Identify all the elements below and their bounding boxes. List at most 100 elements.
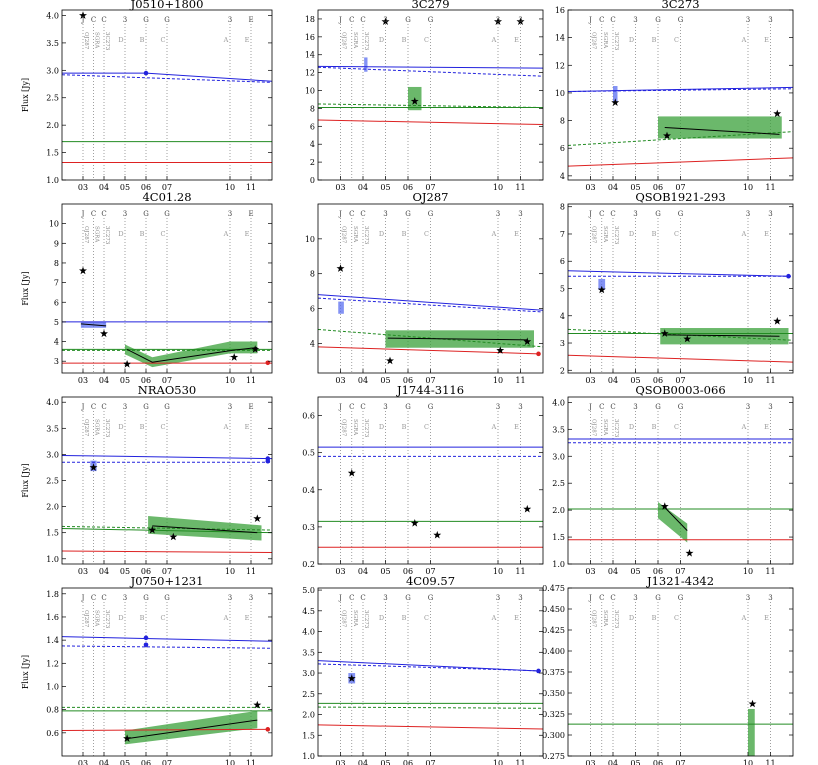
epoch-letter: E: [245, 423, 250, 431]
x-tick-label: 03: [335, 183, 345, 192]
epoch-letter: C: [674, 36, 679, 44]
star-marker: [773, 317, 782, 325]
y-tick-label: 2.5: [552, 479, 565, 488]
y-tick-label: 2.0: [46, 503, 59, 512]
epoch-top-label: J: [588, 210, 592, 218]
error-box: [613, 86, 618, 103]
epoch-top-label: C: [101, 210, 106, 218]
epoch-letter: E: [245, 614, 250, 622]
plot-area: [568, 218, 793, 373]
epoch-letter: A: [741, 36, 747, 44]
epoch-top-label: C: [349, 403, 354, 411]
epoch-top-label: G: [405, 403, 411, 411]
panel-frame: [61, 9, 273, 181]
epoch-top-label: 3: [768, 210, 772, 218]
epoch-top-label: J: [81, 210, 85, 218]
panel-title: J1321-4342: [646, 574, 714, 588]
y-tick-label: 16: [305, 33, 315, 42]
model-line-red: [568, 157, 793, 167]
model-line-red: [318, 119, 543, 126]
y-tick-label: 2.0: [552, 506, 565, 515]
epoch-source-label: OJ287: [341, 610, 347, 628]
epoch-letter: E: [245, 36, 250, 44]
epoch-source-label: OJ287: [83, 226, 89, 244]
model-line-blue: [62, 454, 272, 460]
epoch-source-label: 3C273: [363, 419, 369, 438]
epoch-top-label: G: [678, 403, 684, 411]
epoch-top-label: J: [338, 594, 342, 602]
epoch-top-label: C: [101, 594, 106, 602]
y-tick-label: 8: [54, 259, 59, 268]
epoch-letter: B: [652, 423, 657, 431]
epoch-letter: C: [674, 614, 679, 622]
epoch-letter: B: [402, 36, 407, 44]
epoch-top-label: J: [588, 16, 592, 24]
epoch-letter: C: [674, 423, 679, 431]
epoch-top-label: G: [143, 403, 149, 411]
x-tick-label: 07: [425, 759, 435, 765]
panel-title: 4C09.57: [406, 574, 455, 588]
panel-title: J1744-3116: [396, 383, 464, 397]
x-tick-label: 07: [425, 183, 435, 192]
model-line-blue-dashed: [318, 297, 543, 313]
error-box: [598, 278, 606, 290]
error-band: [658, 502, 688, 543]
star-marker: [347, 674, 356, 682]
epoch-letter: D: [629, 614, 634, 622]
y-tick-label: 8: [560, 203, 565, 212]
epoch-source-label: SGRA: [94, 32, 100, 49]
epoch-top-label: G: [143, 594, 149, 602]
epoch-top-label: C: [349, 210, 354, 218]
y-tick-label: 6: [560, 257, 565, 266]
model-line-green-dashed: [318, 103, 543, 109]
epoch-source-label: OJ287: [341, 32, 347, 50]
trend-line: [127, 719, 258, 740]
epoch-letter: A: [491, 36, 497, 44]
y-tick-label: 4.0: [46, 398, 59, 407]
y-tick-label: 1.5: [46, 149, 59, 158]
epoch-top-label: C: [599, 403, 604, 411]
epoch-source-label: 3C273: [363, 610, 369, 629]
y-tick-label: 4: [54, 338, 59, 347]
epoch-top-label: 3: [228, 594, 232, 602]
plot-area: [568, 24, 793, 180]
y-tick-label: 3: [560, 339, 565, 348]
epoch-letter: A: [223, 614, 229, 622]
x-tick-label: 11: [246, 759, 256, 765]
star-marker: [611, 98, 620, 106]
y-tick-label: 0.350: [542, 689, 565, 698]
y-tick-label: 4.0: [552, 398, 565, 407]
epoch-source-label: OJ287: [83, 32, 89, 50]
star-marker: [230, 353, 239, 361]
x-tick-label: 05: [380, 376, 390, 385]
y-tick-label: 10: [555, 89, 565, 98]
x-tick-label: 04: [358, 183, 368, 192]
x-tick-label: 07: [162, 183, 172, 192]
epoch-letter: A: [741, 423, 747, 431]
epoch-top-label: C: [360, 403, 365, 411]
panel-frame: [317, 9, 544, 181]
x-tick-label: 05: [630, 567, 640, 576]
epoch-top-label: J: [338, 403, 342, 411]
epoch-top-label: 3: [383, 403, 387, 411]
epoch-source-label: SGRA: [602, 419, 608, 436]
y-tick-label: 2.0: [302, 711, 315, 720]
epoch-source-label: SGRA: [352, 226, 358, 243]
epoch-top-label: G: [164, 403, 170, 411]
data-dot: [143, 642, 149, 648]
y-tick-label: 3.0: [46, 450, 59, 459]
epoch-source-label: SGRA: [352, 419, 358, 436]
model-line-blue-dashed: [318, 66, 543, 77]
epoch-top-label: 3: [768, 594, 772, 602]
epoch-letter: A: [223, 423, 229, 431]
x-tick-label: 03: [335, 567, 345, 576]
y-tick-label: 3.5: [552, 425, 565, 434]
trend-line: [664, 334, 780, 337]
epoch-top-label: 3: [383, 594, 387, 602]
epoch-letter: E: [514, 614, 519, 622]
x-tick-label: 03: [335, 376, 345, 385]
epoch-letter: B: [402, 230, 407, 238]
y-tick-label: 3.0: [46, 66, 59, 75]
